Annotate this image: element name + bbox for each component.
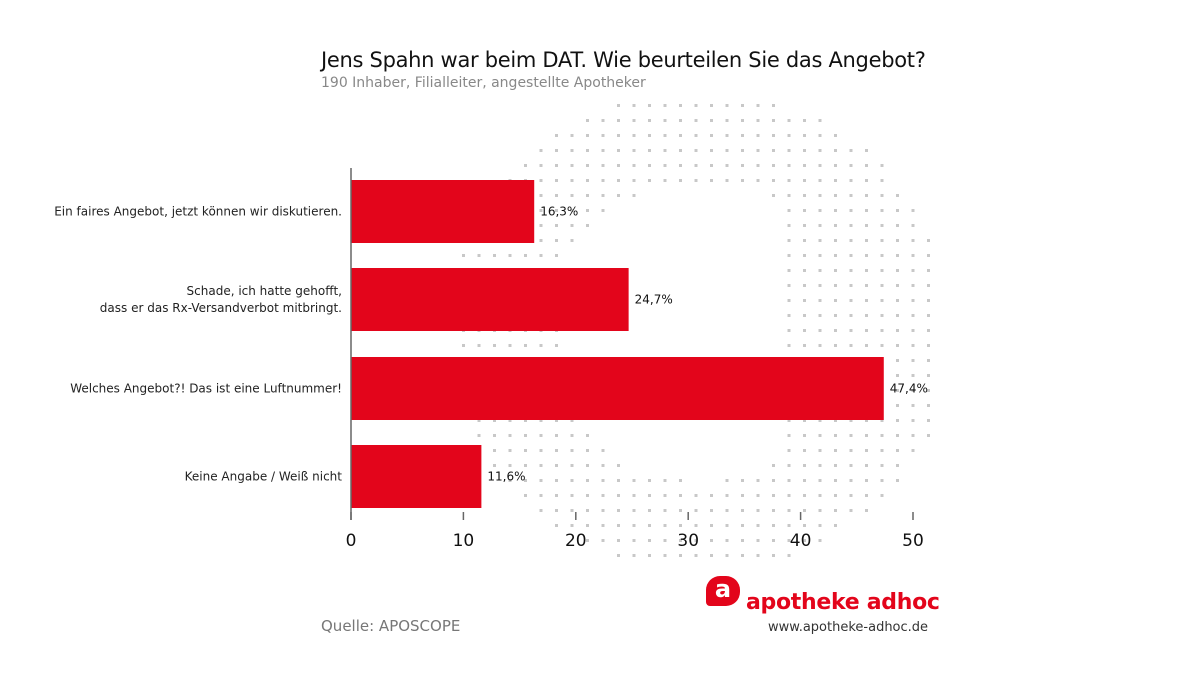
data-label: 16,3% [540, 205, 578, 219]
x-tick-label: 0 [346, 531, 357, 551]
category-label: dass er das Rx-Versandverbot mitbringt. [100, 301, 342, 315]
x-tick-label: 10 [453, 531, 475, 551]
bar [351, 268, 629, 331]
category-label: Ein faires Angebot, jetzt können wir dis… [54, 205, 342, 219]
chart-title: Jens Spahn war beim DAT. Wie beurteilen … [321, 48, 926, 72]
x-tick-label: 40 [790, 531, 812, 551]
bar [351, 445, 482, 508]
logo-url: www.apotheke-adhoc.de [768, 620, 929, 635]
x-tick-label: 50 [902, 531, 924, 551]
category-label: Keine Angabe / Weiß nicht [185, 470, 343, 484]
source-label: Quelle: APOSCOPE [321, 617, 461, 635]
x-tick-label: 20 [565, 531, 587, 551]
logo-name: apotheke adhoc [746, 590, 940, 615]
data-label: 47,4% [890, 382, 928, 396]
x-tick-label: 30 [677, 531, 699, 551]
category-label: Welches Angebot?! Das ist eine Luftnumme… [70, 382, 342, 396]
bar [351, 357, 884, 420]
chart-subtitle: 190 Inhaber, Filialleiter, angestellte A… [321, 75, 646, 91]
category-label: Schade, ich hatte gehofft, [187, 284, 342, 298]
data-label: 24,7% [635, 293, 673, 307]
logo-mark: a [706, 576, 740, 606]
data-label: 11,6% [487, 470, 525, 484]
bar [351, 180, 535, 243]
